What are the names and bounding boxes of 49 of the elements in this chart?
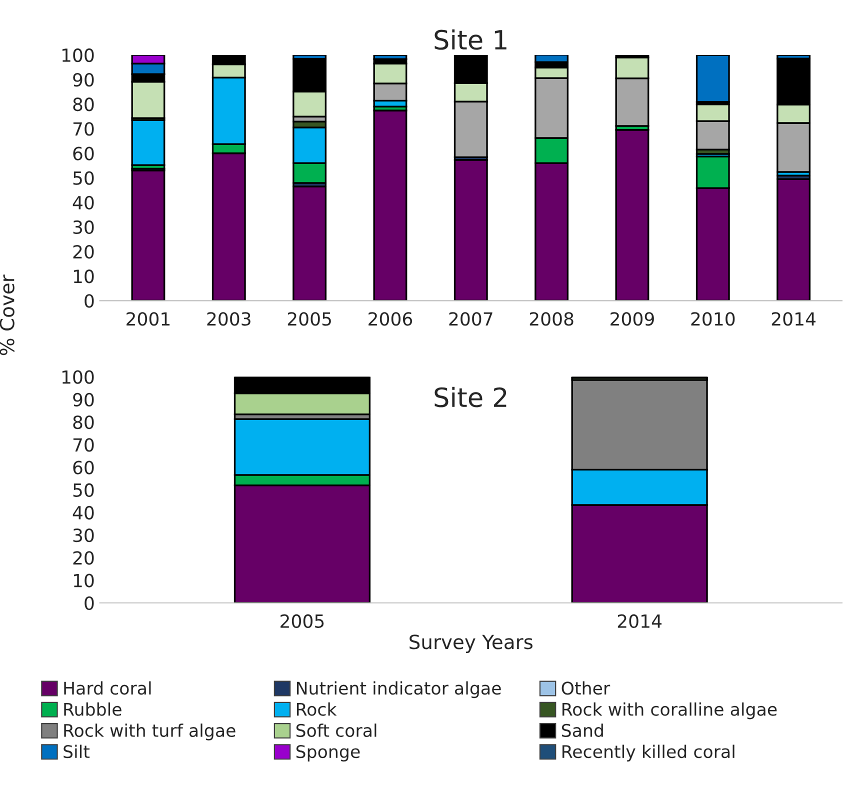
legend-label: Rock with coralline algae: [562, 702, 777, 720]
legend-label: Soft coral: [296, 724, 376, 738]
y-tick-label: 80: [73, 415, 94, 430]
x-tick-label: 2009: [610, 312, 654, 326]
legend-label: Hard coral: [64, 681, 151, 695]
y-tick-label: 60: [73, 146, 94, 160]
y-tick-label: 10: [74, 270, 94, 284]
legend-label: Silt: [64, 744, 90, 758]
y-tick-label: 90: [73, 392, 94, 407]
x-tick-label: 2005: [280, 614, 324, 628]
y-tick-label: 50: [73, 171, 94, 185]
x-tick-label: 2007: [449, 312, 492, 326]
y-tick-label: 100: [62, 370, 94, 384]
y-tick-label: 80: [73, 98, 94, 112]
legend-label: Rock with turf algae: [64, 724, 236, 740]
y-tick-label: 40: [72, 196, 94, 210]
legend-label: Recently killed coral: [562, 744, 734, 762]
y-tick-label: 30: [73, 220, 94, 234]
legend-label: Rubble: [64, 702, 122, 716]
x-tick-label: 2005: [288, 312, 331, 326]
y-axis-title: % Cover: [0, 274, 14, 356]
x-tick-label: 2014: [618, 614, 662, 628]
chart-title: Site 2: [434, 386, 506, 408]
legend-label: Nutrient indicator algae: [296, 681, 501, 698]
y-tick-label: 50: [73, 483, 94, 497]
legend-label: Rock: [296, 702, 337, 716]
x-tick-label: 2010: [691, 312, 735, 326]
x-tick-label: 2014: [772, 312, 816, 326]
y-tick-label: 60: [73, 460, 94, 474]
y-tick-label: 30: [73, 528, 94, 542]
x-tick-label: 2003: [207, 312, 250, 326]
x-axis-title: Survey Years: [410, 634, 532, 654]
x-tick-label: 2006: [368, 312, 412, 326]
x-tick-label: 2001: [126, 312, 170, 326]
x-tick-label: 2008: [530, 312, 574, 326]
y-tick-label: 90: [73, 72, 94, 87]
y-tick-label: 0: [84, 294, 94, 308]
y-tick-label: 20: [73, 244, 94, 259]
y-tick-label: 10: [74, 574, 94, 588]
y-tick-label: 70: [73, 122, 94, 136]
y-tick-label: 20: [73, 551, 94, 565]
chart-title: Site 1: [434, 29, 506, 50]
y-tick-label: 70: [73, 438, 94, 452]
legend-label: Other: [562, 681, 610, 695]
y-tick-label: 40: [72, 506, 94, 520]
y-tick-label: 0: [84, 596, 94, 610]
legend-label: Sand: [562, 724, 603, 738]
legend-label: Sponge: [296, 745, 360, 762]
y-tick-label: 100: [62, 48, 94, 62]
